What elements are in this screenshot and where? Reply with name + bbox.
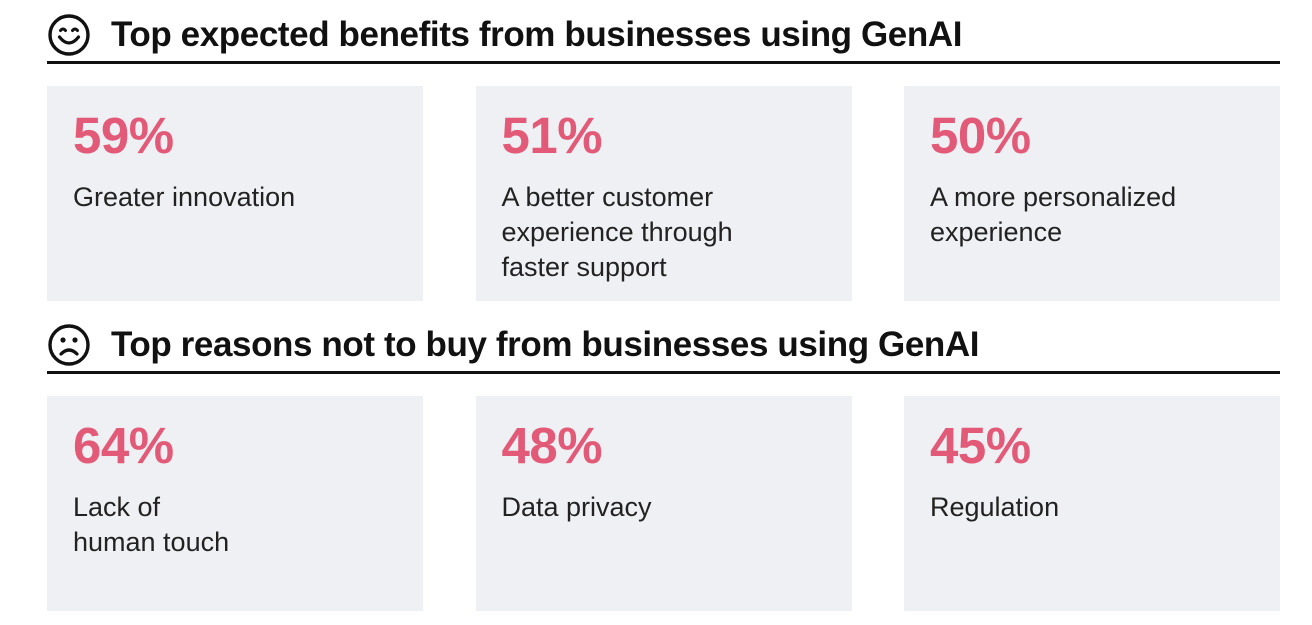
stat-value: 50% (930, 107, 1031, 164)
smiling-face-icon (48, 13, 90, 56)
reason-card: 45% Regulation (904, 396, 1280, 611)
stat-value: 64% (73, 417, 174, 474)
benefits-title: Top expected benefits from businesses us… (111, 14, 963, 54)
benefit-card: 51% A better customer experience through… (475, 86, 852, 301)
reasons-section: Top reasons not to buy from businesses u… (47, 318, 1280, 611)
stat-value: 59% (73, 107, 174, 164)
reasons-heading: Top reasons not to buy from businesses u… (47, 318, 1280, 374)
frowning-face-icon (48, 323, 90, 366)
stat-value: 45% (930, 417, 1031, 474)
benefits-heading: Top expected benefits from businesses us… (47, 8, 1280, 64)
reason-card: 64% Lack of human touch (47, 396, 423, 611)
stat-label: Lack of human touch (73, 492, 230, 557)
benefit-card: 50% A more personalized experience (904, 86, 1280, 301)
reasons-cards: 64% Lack of human touch 48% Data privacy… (47, 396, 1280, 611)
stat-label: A better customer experience through fas… (501, 182, 733, 282)
stat-label: Data privacy (501, 492, 652, 522)
stat-value: 48% (501, 417, 603, 474)
benefits-cards: 59% Greater innovation 51% A better cust… (47, 86, 1280, 301)
benefits-section: Top expected benefits from businesses us… (47, 8, 1280, 301)
stat-label: Regulation (930, 492, 1060, 522)
reason-card: 48% Data privacy (475, 396, 852, 611)
stat-label: Greater innovation (73, 182, 296, 212)
stat-value: 51% (501, 107, 603, 164)
reasons-title: Top reasons not to buy from businesses u… (111, 324, 980, 364)
stat-label: A more personalized experience (930, 182, 1177, 247)
benefit-card: 59% Greater innovation (47, 86, 423, 301)
